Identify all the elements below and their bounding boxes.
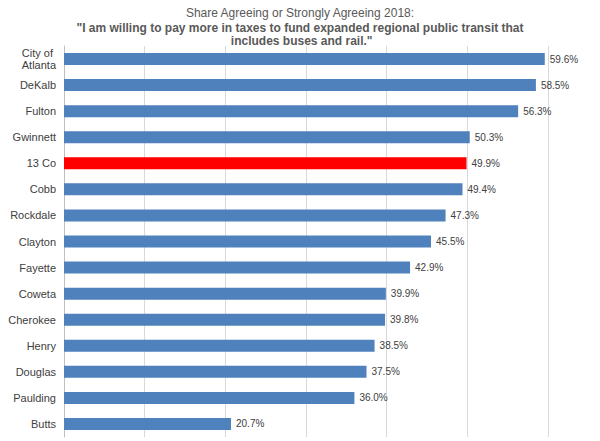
svg-text:DeKalb: DeKalb [20,79,56,91]
svg-text:Cobb: Cobb [30,183,56,195]
svg-text:37.5%: 37.5% [372,366,400,377]
svg-text:Cherokee: Cherokee [8,314,56,326]
svg-text:49.4%: 49.4% [467,184,495,195]
svg-text:Fayette: Fayette [19,262,56,274]
svg-text:20.7%: 20.7% [236,418,264,429]
svg-text:Paulding: Paulding [13,392,56,404]
svg-text:38.5%: 38.5% [380,340,408,351]
svg-text:36.0%: 36.0% [359,392,387,403]
svg-text:Atlanta: Atlanta [22,59,57,71]
svg-text:50.3%: 50.3% [475,132,503,143]
svg-text:Gwinnett: Gwinnett [13,131,56,143]
svg-text:Douglas: Douglas [16,366,57,378]
svg-text:47.3%: 47.3% [451,210,479,221]
svg-text:Coweta: Coweta [19,288,57,300]
svg-text:13 Co: 13 Co [27,157,56,169]
svg-text:"I am willing to pay more in t: "I am willing to pay more in taxes to fu… [76,21,523,35]
svg-text:Clayton: Clayton [19,236,56,248]
svg-text:45.5%: 45.5% [436,236,464,247]
svg-text:58.5%: 58.5% [541,80,569,91]
svg-text:39.8%: 39.8% [390,314,418,325]
svg-text:56.3%: 56.3% [523,106,551,117]
svg-text:59.6%: 59.6% [550,54,578,65]
svg-text:City of: City of [22,47,56,59]
svg-text:49.9%: 49.9% [472,158,500,169]
svg-text:includes buses and rail.": includes buses and rail." [227,34,372,48]
svg-text:39.9%: 39.9% [391,288,419,299]
svg-text:Butts: Butts [31,418,57,430]
svg-text:Rockdale: Rockdale [10,209,56,221]
svg-text:Share Agreeing or Strongly Agr: Share Agreeing or Strongly Agreeing 2018… [186,6,414,20]
svg-text:42.9%: 42.9% [415,262,443,273]
svg-text:Fulton: Fulton [25,105,56,117]
svg-text:Henry: Henry [27,340,57,352]
